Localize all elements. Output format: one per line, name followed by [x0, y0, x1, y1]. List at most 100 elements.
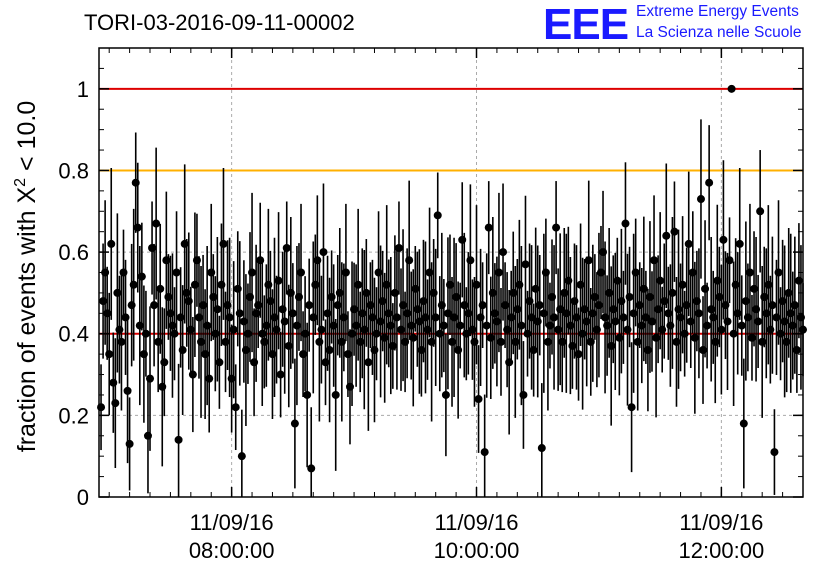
- data-point: [627, 403, 636, 412]
- data-point: [231, 403, 240, 412]
- data-point: [662, 231, 671, 240]
- data-point: [405, 256, 414, 265]
- data-point: [621, 219, 630, 228]
- y-tick-label: 0.4: [58, 322, 89, 347]
- data-point: [439, 321, 448, 330]
- data-point: [248, 268, 257, 277]
- data-point: [303, 390, 312, 399]
- data-point: [97, 403, 106, 412]
- data-point: [521, 260, 530, 269]
- data-point: [137, 272, 146, 281]
- data-point: [472, 280, 481, 289]
- logo-mark: EEE: [543, 0, 629, 49]
- data-point: [409, 333, 418, 342]
- data-point: [433, 211, 442, 220]
- data-point: [739, 419, 748, 428]
- data-point: [480, 448, 489, 457]
- data-point: [235, 309, 244, 318]
- data-point: [331, 390, 340, 399]
- data-point: [456, 321, 465, 330]
- data-point: [719, 235, 728, 244]
- data-point: [496, 337, 505, 346]
- data-points: [97, 84, 807, 497]
- data-point: [537, 444, 546, 453]
- data-point: [705, 178, 714, 187]
- logo-line-2: La Scienza nelle Scuole: [636, 24, 802, 41]
- y-axis-label-tail: < 10.0: [13, 101, 41, 178]
- data-point: [307, 464, 316, 473]
- axis-ticks: 0 0.2 0.4 0.6 0.8 1 11/09/16 08:00:00 11/09/16 10…: [58, 48, 804, 563]
- data-point: [656, 276, 665, 285]
- data-point: [394, 244, 403, 253]
- data-point: [125, 439, 134, 448]
- data-point: [297, 268, 306, 277]
- data-point: [517, 321, 526, 330]
- data-point: [282, 244, 291, 253]
- data-point: [774, 268, 783, 277]
- data-point: [625, 292, 634, 301]
- data-point: [441, 390, 450, 399]
- data-point: [160, 358, 169, 367]
- data-point: [237, 452, 246, 461]
- x-tick-date-label: 11/09/16: [679, 510, 763, 535]
- data-point: [482, 321, 491, 330]
- data-point: [619, 313, 628, 322]
- data-point: [717, 325, 726, 334]
- data-point: [156, 284, 165, 293]
- data-point: [550, 313, 559, 322]
- data-point: [123, 386, 132, 395]
- data-point: [431, 313, 440, 322]
- data-point: [313, 256, 322, 265]
- data-point: [574, 350, 583, 359]
- data-point: [225, 313, 234, 322]
- x-tick-time-label: 08:00:00: [189, 538, 275, 563]
- data-point: [117, 337, 126, 346]
- data-point: [146, 374, 155, 383]
- data-point: [107, 239, 116, 248]
- data-point: [499, 248, 508, 257]
- data-point: [364, 358, 373, 367]
- data-point: [172, 268, 181, 277]
- data-point: [756, 207, 765, 216]
- data-point: [280, 317, 289, 326]
- data-point: [723, 317, 732, 326]
- data-point: [684, 239, 693, 248]
- y-axis-label-main: fraction of events with X: [13, 187, 41, 453]
- x-tick-time-label: 12:00:00: [679, 538, 765, 563]
- data-point: [274, 276, 283, 285]
- data-point: [745, 268, 754, 277]
- data-point: [105, 350, 114, 359]
- y-axis-label: fraction of events with X2 < 10.0: [12, 101, 41, 452]
- data-point: [305, 301, 314, 310]
- data-point: [215, 358, 224, 367]
- data-point: [288, 309, 297, 318]
- data-point: [725, 256, 734, 265]
- data-point: [290, 419, 299, 428]
- data-point: [174, 435, 183, 444]
- x-tick-time-label: 10:00:00: [434, 538, 520, 563]
- data-point: [519, 390, 528, 399]
- logo-line-1: Extreme Energy Events: [636, 3, 799, 20]
- data-point: [276, 370, 285, 379]
- data-point: [694, 309, 703, 318]
- data-point: [188, 370, 197, 379]
- data-point: [111, 399, 120, 408]
- data-point: [790, 301, 799, 310]
- data-point: [668, 288, 677, 297]
- data-point: [754, 317, 763, 326]
- data-point: [484, 223, 493, 232]
- data-point: [727, 84, 736, 93]
- y-tick-label: 0.6: [58, 240, 89, 265]
- data-point: [152, 219, 161, 228]
- data-point: [178, 346, 187, 355]
- y-tick-label: 0.8: [58, 158, 89, 183]
- data-point: [770, 448, 779, 457]
- x-tick-date-label: 11/09/16: [434, 510, 518, 535]
- data-point: [141, 329, 150, 338]
- data-point: [205, 374, 214, 383]
- data-point: [319, 248, 328, 257]
- data-point: [670, 227, 679, 236]
- data-point: [129, 280, 138, 289]
- data-point: [392, 313, 401, 322]
